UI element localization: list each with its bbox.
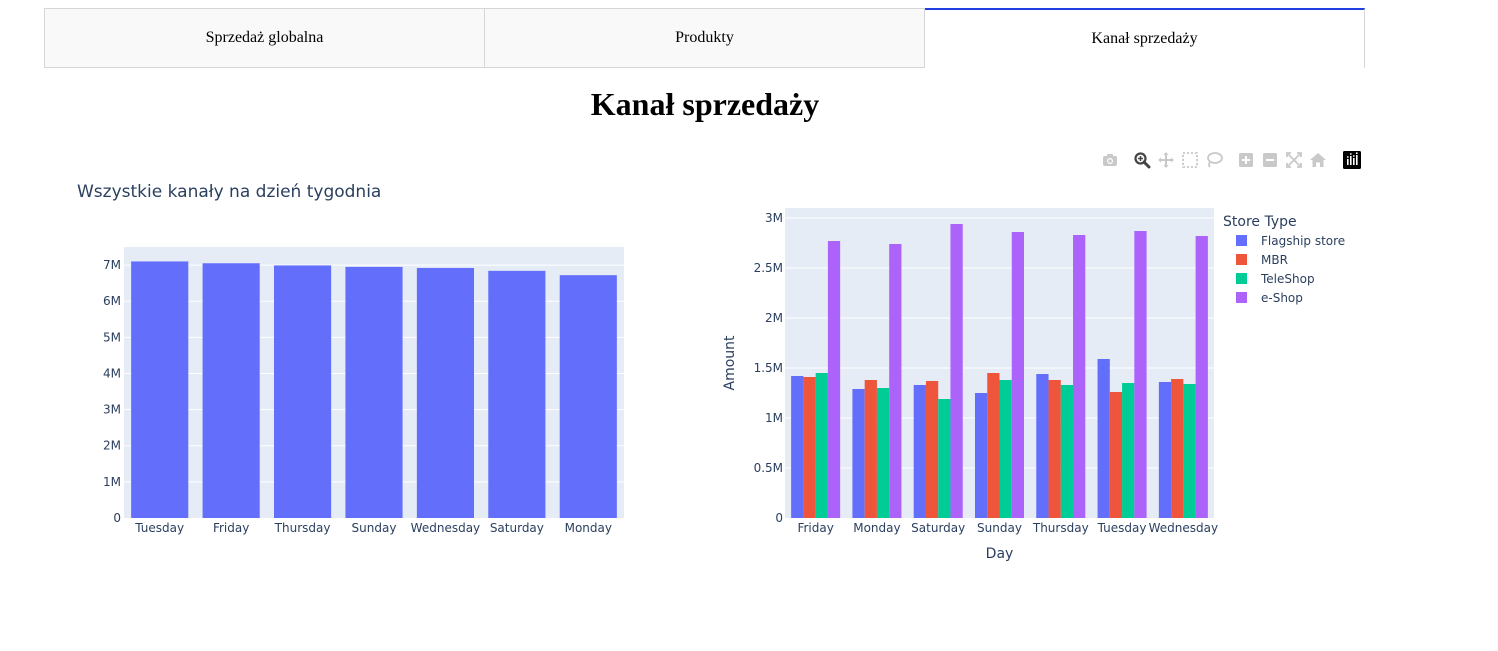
bar (488, 270, 546, 518)
y-tick-label: 6M (103, 294, 121, 308)
tab-kanal-sprzedazy[interactable]: Kanał sprzedaży (925, 8, 1365, 68)
x-tick-label: Thursday (1032, 521, 1089, 535)
y-tick-label: 2M (765, 311, 783, 325)
bar (1195, 236, 1208, 518)
page-title: Kanał sprzedaży (590, 86, 820, 122)
legend-swatch (1236, 292, 1247, 303)
bar (274, 265, 332, 518)
bar (1097, 359, 1110, 518)
legend-item: TeleShop (1260, 272, 1315, 286)
plotly-logo-icon[interactable] (1342, 150, 1362, 170)
bar (999, 380, 1012, 518)
legend-swatch (1236, 273, 1247, 284)
x-tick-label: Thursday (274, 521, 331, 535)
y-tick-label: 5M (103, 330, 121, 344)
bar (1060, 385, 1074, 518)
y-tick-label: 7M (103, 258, 121, 272)
x-tick-label: Monday (853, 521, 900, 535)
x-tick-label: Tuesday (1097, 521, 1147, 535)
bar (925, 381, 939, 518)
zoom-in-icon[interactable] (1236, 150, 1256, 170)
bar (1036, 374, 1049, 518)
x-tick-label: Sunday (977, 521, 1022, 535)
legend-title: Store Type (1223, 214, 1297, 230)
x-tick-label: Friday (213, 521, 249, 535)
y-tick-label: 1.5M (754, 361, 783, 375)
bar (1183, 384, 1196, 518)
y-tick-label: 4M (103, 366, 121, 380)
y-tick-label: 2M (103, 439, 121, 453)
y-tick-label: 0 (113, 511, 121, 525)
bar (416, 267, 474, 518)
bar (950, 224, 963, 518)
bar (827, 241, 841, 518)
chart-title: Wszystkie kanały na dzień tygodnia (77, 182, 381, 202)
x-tick-label: Tuesday (134, 521, 184, 535)
bar (938, 399, 951, 518)
x-tick-label: Monday (565, 521, 612, 535)
bar (1122, 383, 1135, 518)
y-tick-label: 1M (103, 475, 121, 489)
bar (803, 377, 816, 518)
chart-store-type-by-day: 0 0.5M 1M 1.5M 2M 2.5M 3M Friday Monday Saturday S… (722, 208, 1345, 562)
y-tick-label: 0 (775, 511, 783, 525)
y-tick-label: 3M (103, 403, 121, 417)
plot-modebar (1100, 150, 1362, 170)
camera-icon[interactable] (1100, 150, 1120, 170)
x-tick-label: Sunday (352, 521, 397, 535)
bar (1048, 380, 1061, 518)
bar (1011, 232, 1025, 518)
legend-swatch (1236, 254, 1247, 265)
y-tick-label: 1M (765, 411, 783, 425)
bar (559, 275, 617, 518)
x-tick-label: Saturday (490, 521, 544, 535)
bar (852, 389, 865, 518)
bar (1158, 382, 1172, 518)
bar (1171, 379, 1184, 518)
bar (876, 388, 890, 518)
tab-produkty[interactable]: Produkty (485, 8, 925, 68)
bar (1073, 235, 1086, 518)
bar (791, 376, 804, 518)
y-tick-label: 3M (765, 211, 783, 225)
bar (864, 380, 877, 518)
autoscale-icon[interactable] (1284, 150, 1304, 170)
tab-bar: Sprzedaż globalna Produkty Kanał sprzeda… (44, 8, 1365, 68)
bar (974, 393, 988, 518)
bar (1134, 231, 1147, 518)
bar (1109, 392, 1123, 518)
reset-axes-icon[interactable] (1308, 150, 1328, 170)
bar (345, 266, 403, 518)
pan-icon[interactable] (1156, 150, 1176, 170)
legend-item: e-Shop (1261, 291, 1303, 305)
bar (815, 373, 828, 518)
y-tick-label: 2.5M (754, 261, 783, 275)
bar (987, 373, 1000, 518)
zoom-icon[interactable] (1132, 150, 1152, 170)
lasso-select-icon[interactable] (1204, 150, 1224, 170)
chart-weekday-totals: Wszystkie kanały na dzień tygodnia 0 1M 2M 3… (77, 182, 624, 535)
x-tick-label: Wednesday (411, 521, 480, 535)
zoom-out-icon[interactable] (1260, 150, 1280, 170)
box-select-icon[interactable] (1180, 150, 1200, 170)
bar (889, 244, 902, 518)
legend-item: MBR (1261, 253, 1288, 267)
x-axis-label: Day (986, 546, 1014, 562)
legend-swatch (1236, 235, 1247, 246)
bar (913, 385, 926, 518)
bar (202, 263, 260, 518)
x-tick-label: Friday (797, 521, 833, 535)
y-tick-label: 0.5M (754, 461, 783, 475)
tab-sprzedaz-globalna[interactable]: Sprzedaż globalna (44, 8, 485, 68)
x-tick-label: Saturday (911, 521, 965, 535)
x-tick-label: Wednesday (1149, 521, 1218, 535)
bar (131, 261, 189, 518)
legend-item: Flagship store (1261, 234, 1345, 248)
y-axis-label: Amount (722, 335, 738, 391)
